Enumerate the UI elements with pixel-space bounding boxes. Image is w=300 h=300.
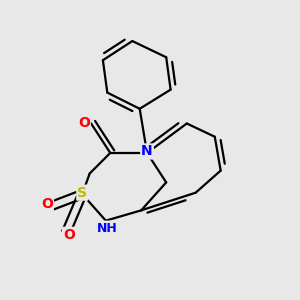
- Text: O: O: [41, 197, 53, 212]
- Text: N: N: [141, 145, 153, 158]
- Text: O: O: [78, 116, 90, 130]
- Text: O: O: [63, 228, 75, 242]
- Text: NH: NH: [97, 221, 118, 235]
- Text: S: S: [77, 186, 87, 200]
